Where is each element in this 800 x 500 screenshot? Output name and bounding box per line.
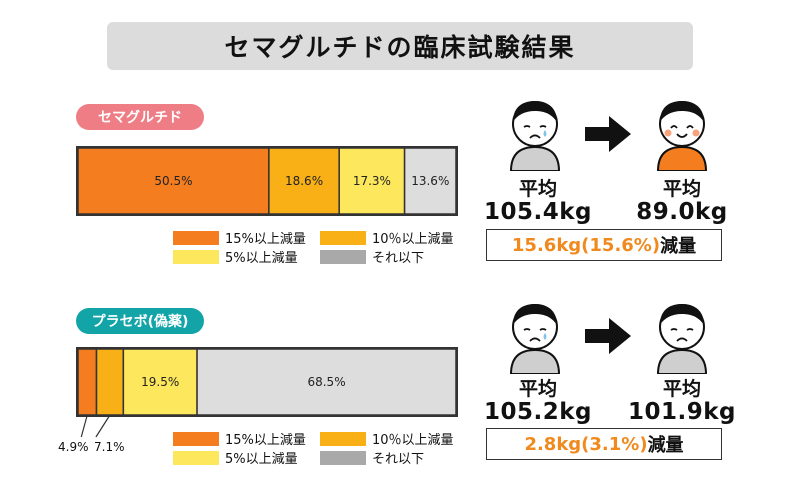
average-value: 105.4kg	[483, 198, 592, 225]
right-arrow-icon	[585, 318, 631, 354]
sad-person-icon	[509, 304, 561, 374]
page-title: セマグルチドの臨床試験結果	[107, 22, 693, 70]
legend-label: 15%以上減量	[225, 232, 306, 247]
group-label-semaglutide: セマグルチド	[76, 104, 204, 130]
legend-label: 5%以上減量	[225, 251, 298, 266]
callout-line	[80, 414, 88, 438]
result-amount: 15.6kg(15.6%)	[511, 234, 661, 256]
average-label: 平均	[662, 178, 701, 200]
average-after-placebo: 平均 101.9kg	[622, 378, 742, 425]
stacked-bar-chart: 50.5% 18.6% 17.3% 13.6%	[78, 148, 456, 214]
legend-label: 15%以上減量	[225, 433, 306, 448]
result-amount: 2.8kg(3.1%)	[524, 433, 648, 455]
bar-segment	[338, 148, 406, 214]
bar-data-label: 50.5%	[154, 174, 192, 188]
average-value: 89.0kg	[636, 198, 728, 225]
legend-item: 10％以上減量	[320, 429, 454, 448]
legend-swatch	[320, 249, 366, 264]
happy-person-icon	[656, 101, 708, 171]
legend-swatch	[320, 431, 366, 446]
segment-callout-label: 7.1%	[94, 440, 125, 454]
legend-label: 10％以上減量	[372, 232, 454, 247]
sad-person-icon	[656, 304, 708, 374]
legend-swatch	[320, 450, 366, 465]
legend-item: それ以下	[320, 247, 424, 266]
legend-placebo: 15%以上減量 10％以上減量 5%以上減量 それ以下	[173, 429, 473, 469]
bar-segment	[122, 349, 198, 415]
average-value: 105.2kg	[483, 398, 592, 425]
legend-label: 5%以上減量	[225, 452, 298, 467]
stacked-bar-placebo: 19.5% 68.5%	[76, 347, 458, 417]
legend-item: 5%以上減量	[173, 448, 298, 467]
result-suffix: 減量	[647, 435, 684, 456]
average-after-semaglutide: 平均 89.0kg	[622, 178, 742, 225]
bar-segment	[268, 148, 340, 214]
average-before-semaglutide: 平均 105.4kg	[478, 178, 598, 225]
average-label: 平均	[518, 378, 557, 400]
result-box-placebo: 2.8kg(3.1%) 減量	[486, 428, 722, 460]
stacked-bar-chart: 19.5% 68.5%	[78, 349, 456, 415]
legend-swatch	[173, 230, 219, 245]
legend-label: 10％以上減量	[372, 433, 454, 448]
legend-swatch	[173, 450, 219, 465]
right-arrow-icon	[585, 116, 631, 152]
legend-item: 15%以上減量	[173, 429, 306, 448]
average-before-placebo: 平均 105.2kg	[478, 378, 598, 425]
legend-item: それ以下	[320, 448, 424, 467]
segment-callout-label: 4.9%	[58, 440, 89, 454]
group-label-placebo: プラセボ(偽薬)	[76, 308, 204, 334]
sad-person-icon	[509, 101, 561, 171]
legend-label: それ以下	[372, 251, 425, 266]
result-box-semaglutide: 15.6kg(15.6%) 減量	[486, 229, 722, 261]
bar-data-label: 17.3%	[353, 174, 391, 188]
legend-item: 15%以上減量	[173, 228, 306, 247]
legend-swatch	[320, 230, 366, 245]
bar-data-label: 18.6%	[285, 174, 323, 188]
callout-line	[95, 414, 111, 438]
legend-item: 10％以上減量	[320, 228, 454, 247]
bar-segment	[78, 148, 270, 214]
result-suffix: 減量	[660, 236, 697, 257]
legend-label: それ以下	[372, 452, 425, 467]
legend-semaglutide: 15%以上減量 10％以上減量 5%以上減量 それ以下	[173, 228, 473, 268]
bar-data-label: 68.5%	[307, 375, 345, 389]
average-label: 平均	[518, 178, 557, 200]
average-value: 101.9kg	[627, 398, 736, 425]
bar-segment	[403, 148, 456, 214]
bar-data-label: 19.5%	[141, 375, 179, 389]
bar-segment	[196, 349, 456, 415]
average-label: 平均	[662, 378, 701, 400]
bar-data-label: 13.6%	[411, 174, 449, 188]
legend-swatch	[173, 249, 219, 264]
legend-swatch	[173, 431, 219, 446]
stacked-bar-semaglutide: 50.5% 18.6% 17.3% 13.6%	[76, 146, 458, 216]
legend-item: 5%以上減量	[173, 247, 298, 266]
